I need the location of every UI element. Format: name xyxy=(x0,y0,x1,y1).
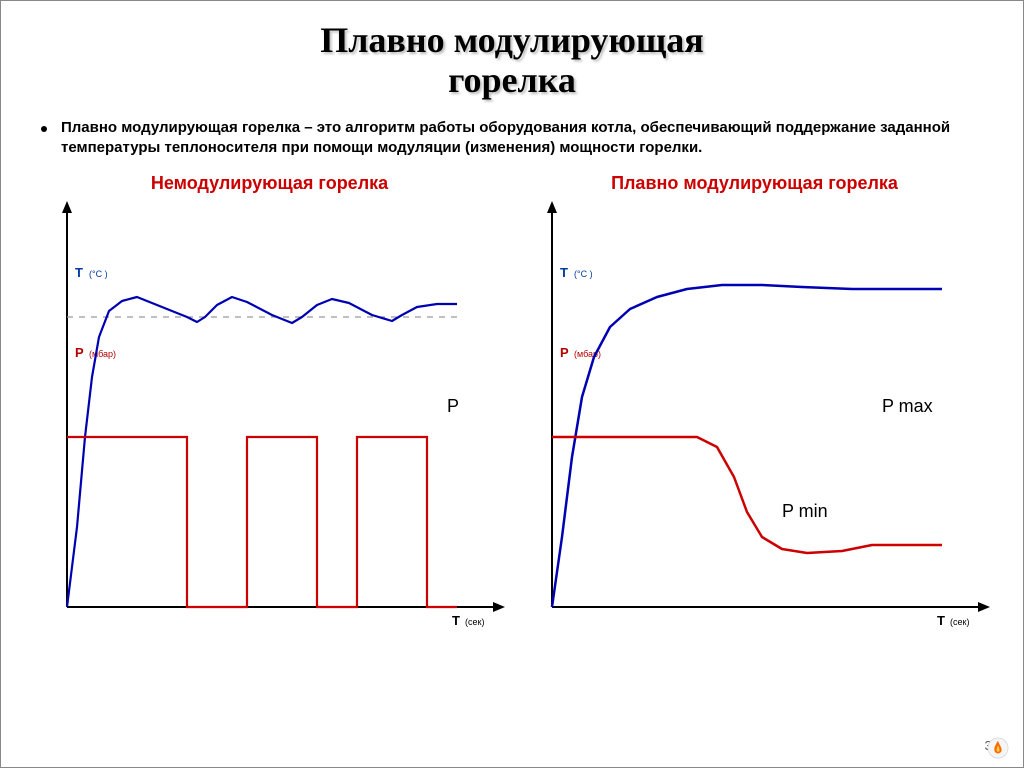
svg-text:P: P xyxy=(447,396,459,416)
title-line2: горелка xyxy=(448,60,576,100)
svg-text:P: P xyxy=(560,345,569,360)
svg-text:P min: P min xyxy=(782,501,828,521)
slide-title: Плавно модулирующая горелка xyxy=(31,21,993,100)
right-chart-title: Плавно модулирующая горелка xyxy=(522,173,987,194)
description-bullet: Плавно модулирующая горелка – это алгори… xyxy=(41,118,983,159)
svg-text:P max: P max xyxy=(882,396,933,416)
svg-text:T: T xyxy=(452,613,460,628)
bullet-icon xyxy=(41,126,47,132)
svg-text:(сек): (сек) xyxy=(465,617,484,627)
description-text: Плавно модулирующая горелка – это алгори… xyxy=(61,118,983,159)
right-chart-svg: Т(°С )P(мбар)T(сек)P maxP min xyxy=(522,197,992,637)
svg-text:Т: Т xyxy=(75,265,83,280)
charts-container: Немодулирующая горелка Т (°С ) P (мбар) T (се… xyxy=(31,173,993,653)
svg-text:(°С ): (°С ) xyxy=(89,269,108,279)
left-chart-svg: Т (°С ) P (мбар) T (сек) P xyxy=(37,197,507,637)
svg-text:T: T xyxy=(937,613,945,628)
left-chart: Немодулирующая горелка Т (°С ) P (мбар) T (се… xyxy=(37,173,502,653)
left-chart-title: Немодулирующая горелка xyxy=(37,173,502,194)
svg-text:(сек): (сек) xyxy=(950,617,969,627)
title-line1: Плавно модулирующая xyxy=(320,20,704,60)
svg-text:(°С ): (°С ) xyxy=(574,269,593,279)
flame-icon xyxy=(987,737,1009,759)
svg-text:(мбар): (мбар) xyxy=(89,349,116,359)
svg-text:Т: Т xyxy=(560,265,568,280)
svg-text:P: P xyxy=(75,345,84,360)
right-chart: Плавно модулирующая горелка Т(°С )P(мбар… xyxy=(522,173,987,653)
